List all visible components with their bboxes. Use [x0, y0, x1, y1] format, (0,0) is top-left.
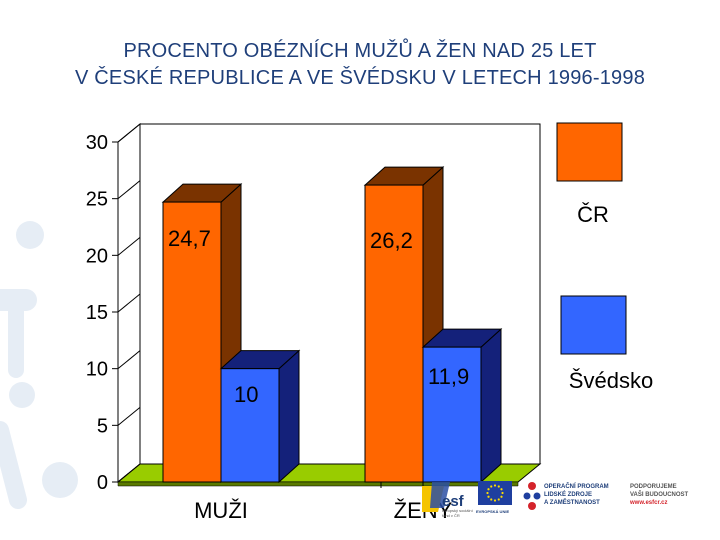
eu-star — [500, 495, 503, 498]
support-url: www.esfcr.cz — [630, 500, 668, 506]
bar-1-1 — [421, 328, 503, 484]
legend-label: ČR — [577, 202, 609, 227]
legend-label: Švédsko — [569, 368, 653, 393]
eu-star — [497, 498, 500, 501]
eu-flag-icon — [478, 481, 512, 505]
bar-front — [364, 184, 424, 483]
y-tick-label: 10 — [86, 359, 108, 381]
bars-layer — [161, 165, 503, 484]
legend: ČR Švédsko — [556, 122, 653, 393]
bar-side — [278, 349, 300, 484]
op-line-3: A ZAMĚSTNANOST — [544, 500, 600, 506]
y-tick-diagonal — [117, 463, 141, 483]
eu-star — [500, 488, 503, 491]
eu-star — [486, 491, 489, 495]
esf-caption: evropský sociální fond v ČR — [442, 508, 473, 518]
chart-title: PROCENTO OBÉZNÍCH MUŽŮ A ŽEN NAD 25 LET … — [0, 38, 720, 92]
x-tick-label: MUŽI — [194, 498, 248, 523]
y-tick-diagonal — [117, 350, 141, 370]
eu-star — [497, 485, 500, 488]
data-label: 26,2 — [370, 228, 413, 253]
op-line-1: OPERAČNÍ PROGRAM — [544, 484, 609, 490]
y-tick-label: 25 — [86, 189, 108, 211]
y-tick-label: 15 — [86, 302, 108, 324]
bar-front — [220, 368, 280, 483]
eu-star — [487, 495, 490, 498]
legend-swatch — [560, 295, 627, 355]
bar-front — [422, 346, 482, 483]
y-tick-diagonal — [117, 180, 141, 200]
support-line-2: VAŠI BUDOUCNOST — [630, 492, 689, 498]
y-tick-label: 0 — [97, 472, 108, 494]
eu-star — [490, 498, 493, 501]
eu-star — [501, 491, 504, 495]
y-tick-label: 30 — [86, 132, 108, 154]
esf-logo-text: esf — [442, 493, 465, 510]
eu-star — [490, 485, 493, 488]
eu-star — [487, 488, 490, 491]
bar-front — [162, 201, 222, 483]
op-line-2: LIDSKÉ ZDROJE — [544, 492, 593, 498]
y-tick-diagonal — [117, 123, 141, 143]
y-tick-label: 5 — [97, 415, 108, 437]
footer-logos: esf evropský sociální fond v ČR EVROPSKÁ… — [418, 478, 720, 540]
op-lzz-logo-icon — [523, 482, 541, 510]
eu-star — [493, 484, 497, 487]
eu-star — [493, 499, 497, 502]
y-tick-diagonal — [117, 236, 141, 256]
title-line-2: V ČESKÉ REPUBLICE A VE ŠVÉDSKU V LETECH … — [74, 67, 646, 89]
eu-caption: EVROPSKÁ UNIE — [476, 509, 510, 514]
legend-swatch — [556, 122, 623, 182]
data-label: 11,9 — [428, 364, 469, 389]
support-line-1: PODPORUJEME — [630, 484, 677, 490]
y-tick-label: 20 — [86, 245, 108, 267]
title-line-1: PROCENTO OBÉZNÍCH MUŽŮ A ŽEN NAD 25 LET — [123, 40, 597, 62]
y-tick-diagonal — [117, 406, 141, 426]
bar-1-0 — [219, 349, 301, 484]
esf-logo: esf — [422, 482, 465, 512]
y-tick-diagonal — [117, 293, 141, 313]
data-label: 24,7 — [168, 226, 211, 251]
data-label: 10 — [234, 382, 258, 407]
bar-side — [480, 328, 502, 484]
